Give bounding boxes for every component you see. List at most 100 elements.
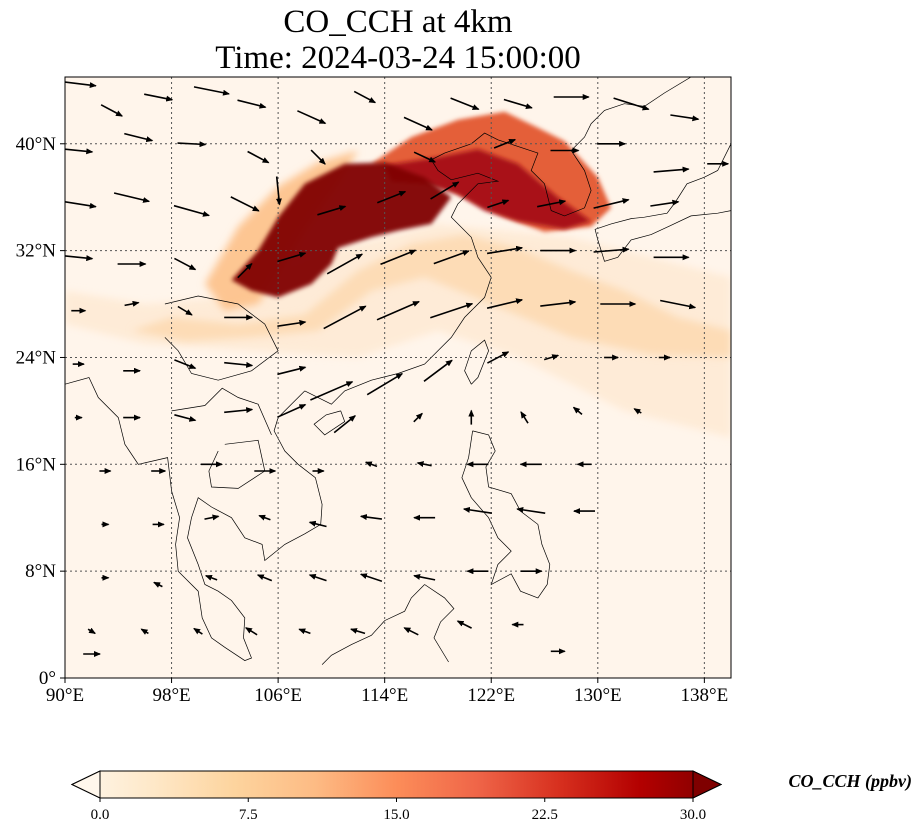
wind-arrow [543, 354, 560, 361]
wind-arrow [298, 628, 311, 635]
wind-arrow [366, 373, 404, 396]
y-tick-label: 8°N [25, 561, 56, 582]
wind-arrow [174, 414, 197, 422]
colorbar-tick-label: 7.5 [239, 807, 258, 823]
wind-arrow [450, 97, 480, 111]
wind-arrow [140, 628, 149, 635]
wind-arrow [486, 245, 524, 255]
y-tick-label: 16°N [16, 454, 57, 475]
wind-arrow [153, 581, 163, 588]
x-axis-ticks: 90°E 98°E 106°E 114°E 122°E 130°E 138°E [46, 678, 728, 706]
wind-arrow [124, 300, 140, 307]
wind-arrow [193, 86, 230, 96]
wind-arrow [413, 412, 423, 423]
wind-arrow [310, 381, 354, 401]
wind-arrow [403, 116, 433, 131]
wind-arrow [258, 514, 271, 521]
wind-arrow [520, 411, 529, 424]
y-axis-ticks: 0° 8°N 16°N 24°N 32°N 40°N [16, 134, 65, 689]
wind-arrow [65, 255, 94, 262]
wind-arrow [350, 628, 366, 635]
wind-arrow [670, 114, 700, 122]
wind-arrow [275, 176, 282, 206]
wind-arrow [247, 150, 270, 164]
wind-arrow [660, 299, 697, 310]
coastline-segment [208, 439, 266, 489]
coastline-segment [171, 387, 272, 436]
wind-arrow [277, 251, 307, 263]
east-plume [384, 149, 592, 230]
plot-title: CO_CCH at 4km [283, 4, 513, 40]
wind-arrow [256, 574, 273, 582]
wind-arrow [65, 81, 97, 89]
coastline-segment [65, 377, 323, 661]
wind-arrow [380, 249, 417, 266]
wind-arrow [423, 359, 453, 382]
wind-arrow [413, 151, 437, 163]
x-tick-label: 106°E [254, 685, 302, 706]
wind-arrow [359, 573, 383, 583]
wind-arrow [326, 253, 364, 275]
colorbar-body [70, 770, 723, 799]
wind-arrow [65, 200, 97, 209]
co-concentration-field [65, 111, 731, 438]
wind-arrow [317, 205, 347, 216]
wind-arrow [323, 305, 367, 330]
colorbar-min-extend [70, 770, 101, 799]
map-frame [64, 76, 732, 679]
wind-arrow [277, 319, 307, 327]
wind-arrow [487, 199, 510, 209]
wind-arrow [516, 506, 546, 514]
wind-vectors [65, 81, 730, 657]
colorbar-tick-label: 0.0 [91, 807, 110, 823]
wind-arrow [173, 204, 210, 217]
x-tick-label: 98°E [152, 685, 190, 706]
wind-arrow [65, 148, 94, 155]
coastline-segment [304, 77, 692, 405]
y-tick-label: 0° [39, 668, 56, 689]
x-tick-label: 138°E [681, 685, 729, 706]
wind-arrow [308, 520, 327, 528]
wind-arrow [403, 627, 419, 636]
wind-arrow [376, 300, 420, 321]
colorbar: 0.0 7.5 15.0 22.5 30.0 CO_CCH (ppbv) [70, 770, 913, 823]
wind-arrow [593, 198, 630, 209]
wind-arrow [364, 461, 378, 468]
wind-arrow [359, 514, 383, 521]
wind-arrow [113, 192, 151, 203]
colorbar-tick-label: 22.5 [532, 807, 558, 823]
south-halo [131, 234, 731, 358]
wind-arrow [310, 149, 326, 165]
wind-arrow [204, 574, 218, 581]
wind-arrow [297, 110, 327, 125]
x-tick-label: 122°E [467, 685, 515, 706]
wind-arrow [540, 299, 577, 307]
y-tick-label: 24°N [16, 347, 57, 368]
plot-subtitle-time: Time: 2024-03-24 15:00:00 [215, 40, 581, 76]
wind-arrow [177, 305, 193, 316]
core-plume [231, 162, 452, 298]
colorbar-ticks: 0.0 7.5 15.0 22.5 30.0 [91, 798, 706, 823]
x-tick-label: 90°E [46, 685, 84, 706]
wind-arrow [224, 361, 254, 368]
wind-arrow [224, 407, 254, 414]
wind-arrow [277, 403, 307, 418]
wind-arrow [650, 199, 680, 207]
wind-arrow [100, 104, 123, 117]
wind-arrow [503, 98, 533, 110]
coastline-segment [424, 584, 455, 663]
colorbar-label: CO_CCH (ppbv) [789, 771, 913, 792]
colorbar-tick-label: 15.0 [383, 807, 409, 823]
colorbar-tick-label: 30.0 [680, 807, 706, 823]
wind-arrow [333, 415, 356, 434]
wind-arrow [174, 359, 197, 370]
wind-arrow [613, 97, 650, 111]
coastline-segment [464, 339, 489, 385]
wind-arrow [653, 166, 690, 173]
wind-arrow [237, 99, 267, 109]
wind-arrow [193, 627, 203, 635]
wind-arrow [144, 93, 174, 102]
coastline-segment [313, 410, 346, 436]
coastline-segment [321, 584, 425, 665]
